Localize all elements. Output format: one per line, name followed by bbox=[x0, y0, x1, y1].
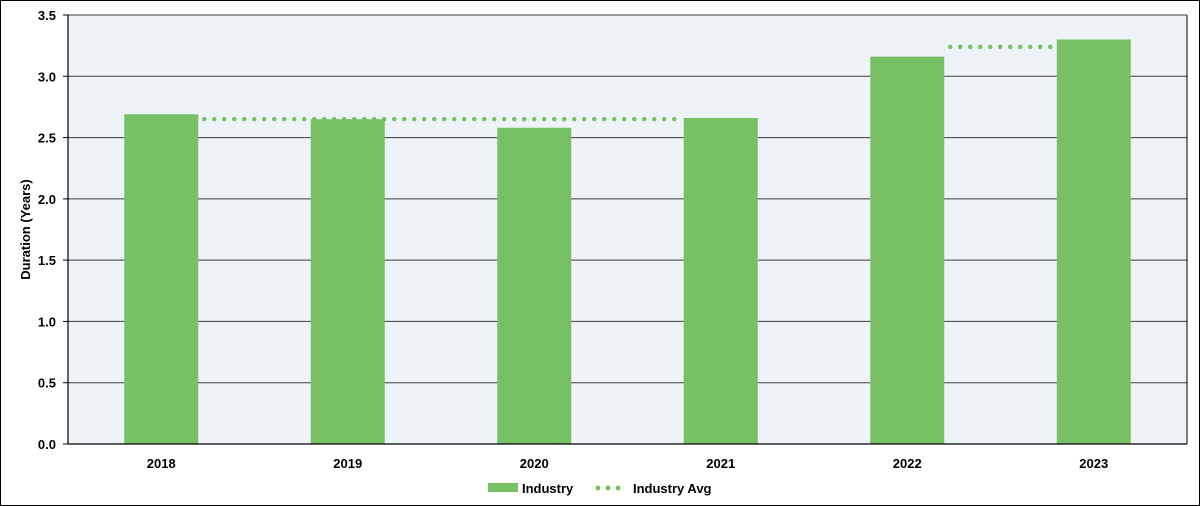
x-tick-label: 2021 bbox=[706, 456, 735, 471]
legend-industry-label: Industry bbox=[522, 481, 574, 496]
bar-2020 bbox=[497, 127, 572, 444]
y-tick-label: 1.0 bbox=[38, 314, 56, 329]
y-tick-label: 2.5 bbox=[38, 131, 56, 146]
bar-2018 bbox=[124, 114, 199, 444]
y-tick-label: 2.0 bbox=[38, 192, 56, 207]
legend-industry-swatch bbox=[488, 483, 518, 492]
y-axis-title: Duration (Years) bbox=[18, 179, 33, 279]
legend-industry-avg-label: Industry Avg bbox=[633, 481, 712, 496]
x-tick-label: 2022 bbox=[893, 456, 922, 471]
industry-avg-line bbox=[202, 44, 1053, 122]
legend-dot bbox=[605, 485, 611, 491]
legend: Industry Industry Avg bbox=[488, 481, 712, 496]
y-tick-label: 0.5 bbox=[38, 376, 56, 391]
y-tick-labels: 0.0 0.5 1.0 1.5 2.0 2.5 3.0 3.5 bbox=[38, 8, 56, 452]
bar-2023 bbox=[1056, 39, 1131, 445]
bar-2022 bbox=[870, 56, 945, 444]
x-tick-label: 2020 bbox=[520, 456, 549, 471]
bars bbox=[124, 39, 1131, 445]
y-tick-label: 3.5 bbox=[38, 8, 56, 23]
y-tick-label: 3.0 bbox=[38, 69, 56, 84]
legend-dot bbox=[595, 485, 601, 491]
x-tick-label: 2023 bbox=[1079, 456, 1108, 471]
x-tick-label: 2019 bbox=[333, 456, 362, 471]
axes bbox=[63, 14, 1188, 445]
gridlines bbox=[68, 14, 1187, 384]
legend-industry-avg-swatch bbox=[595, 485, 621, 491]
plot-area bbox=[68, 15, 1187, 444]
y-tick-label: 0.0 bbox=[38, 437, 56, 452]
bar-2021 bbox=[683, 117, 758, 445]
bar-2019 bbox=[310, 119, 385, 444]
legend-dot bbox=[615, 485, 621, 491]
y-tick-label: 1.5 bbox=[38, 253, 56, 268]
x-tick-labels: 2018 2019 2020 2021 2022 2023 bbox=[147, 456, 1108, 471]
x-tick-label: 2018 bbox=[147, 456, 176, 471]
